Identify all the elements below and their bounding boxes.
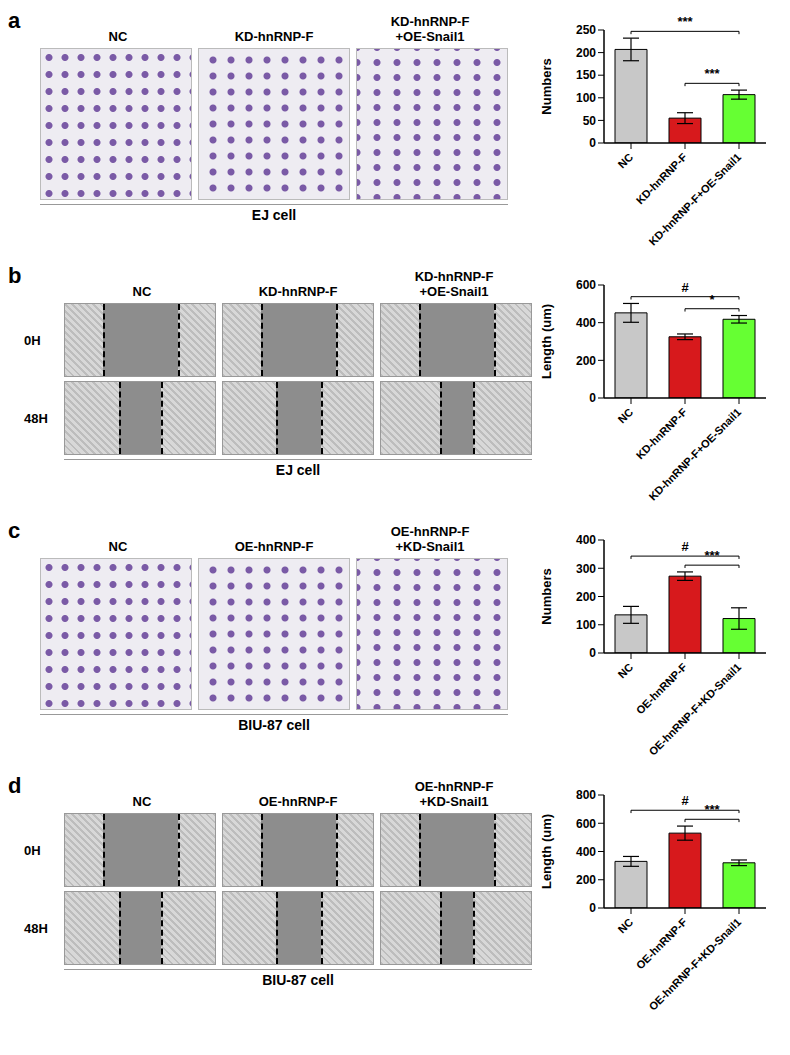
svg-text:#: #: [681, 280, 689, 295]
svg-text:200: 200: [576, 354, 596, 368]
svg-text:#: #: [681, 539, 689, 554]
html-text:a: a: [8, 8, 21, 33]
html-text:OE-hnRNP-F: OE-hnRNP-F: [234, 539, 314, 554]
svg-text:0: 0: [589, 901, 596, 915]
svg-text:***: ***: [704, 802, 720, 817]
svg-text:250: 250: [576, 23, 596, 37]
html-text:NC: NC: [108, 539, 128, 554]
svg-text:0: 0: [589, 136, 596, 150]
svg-text:OE-hnRNP-F: OE-hnRNP-F: [634, 916, 690, 972]
html-text:OE-hnRNP-F: OE-hnRNP-F: [414, 779, 494, 794]
svg-text:NC: NC: [616, 661, 636, 681]
html-text:OE-hnRNP-F: OE-hnRNP-F: [390, 524, 470, 539]
svg-text:400: 400: [576, 533, 596, 547]
svg-text:200: 200: [576, 873, 596, 887]
svg-text:600: 600: [576, 817, 596, 831]
svg-text:0: 0: [589, 391, 596, 405]
html-text:b: b: [8, 263, 22, 288]
svg-text:400: 400: [576, 845, 596, 859]
svg-text:150: 150: [576, 68, 596, 82]
html-text:48H: 48H: [24, 920, 48, 936]
svg-text:OE-hnRNP-F: OE-hnRNP-F: [634, 661, 690, 717]
html-text:+KD-Snail1: +KD-Snail1: [395, 539, 465, 554]
svg-text:NC: NC: [616, 406, 636, 426]
svg-text:0: 0: [589, 646, 596, 660]
svg-text:KD-hnRNP-F+OE-Snail1: KD-hnRNP-F+OE-Snail1: [646, 406, 743, 503]
svg-text:Length (um): Length (um): [539, 814, 554, 889]
svg-text:50: 50: [583, 114, 597, 128]
svg-text:OE-hnRNP-F+KD-Snail1: OE-hnRNP-F+KD-Snail1: [646, 661, 743, 758]
html-text:EJ cell: EJ cell: [251, 207, 297, 223]
svg-text:300: 300: [576, 562, 596, 576]
html-text:0H: 0H: [24, 842, 41, 858]
html-text:48H: 48H: [24, 410, 48, 426]
html-text:BIU-87 cell: BIU-87 cell: [262, 972, 334, 988]
svg-text:NC: NC: [616, 916, 636, 936]
svg-text:100: 100: [576, 618, 596, 632]
svg-text:***: ***: [677, 14, 693, 29]
html-text:KD-hnRNP-F: KD-hnRNP-F: [390, 14, 470, 29]
svg-text:***: ***: [704, 66, 720, 81]
svg-text:KD-hnRNP-F: KD-hnRNP-F: [634, 406, 690, 462]
html-text:0H: 0H: [24, 332, 41, 348]
svg-text:400: 400: [576, 316, 596, 330]
svg-text:***: ***: [704, 548, 720, 563]
svg-text:200: 200: [576, 46, 596, 60]
html-text:EJ cell: EJ cell: [275, 462, 321, 478]
html-text:NC: NC: [132, 284, 152, 299]
svg-text:200: 200: [576, 590, 596, 604]
svg-text:NC: NC: [616, 151, 636, 171]
svg-text:OE-hnRNP-F+KD-Snail1: OE-hnRNP-F+KD-Snail1: [646, 916, 743, 1013]
html-text:KD-hnRNP-F: KD-hnRNP-F: [414, 269, 494, 284]
svg-text:Length (um): Length (um): [539, 304, 554, 379]
svg-text:800: 800: [576, 788, 596, 802]
svg-text:KD-hnRNP-F: KD-hnRNP-F: [634, 151, 690, 207]
html-text:OE-hnRNP-F: OE-hnRNP-F: [258, 794, 338, 809]
html-text:BIU-87 cell: BIU-87 cell: [238, 717, 310, 733]
svg-text:100: 100: [576, 91, 596, 105]
svg-text:Numbers: Numbers: [539, 58, 554, 114]
svg-text:KD-hnRNP-F+OE-Snail1: KD-hnRNP-F+OE-Snail1: [646, 151, 743, 248]
html-text:NC: NC: [132, 794, 152, 809]
svg-text:Numbers: Numbers: [539, 568, 554, 624]
svg-text:#: #: [681, 793, 689, 808]
html-text:+KD-Snail1: +KD-Snail1: [419, 794, 489, 809]
html-text:+OE-Snail1: +OE-Snail1: [419, 284, 489, 299]
svg-text:*: *: [709, 292, 715, 307]
html-text:KD-hnRNP-F: KD-hnRNP-F: [234, 29, 314, 44]
svg-text:600: 600: [576, 278, 596, 292]
html-text:d: d: [8, 773, 22, 798]
html-text:+OE-Snail1: +OE-Snail1: [395, 29, 465, 44]
html-text:c: c: [8, 518, 21, 543]
html-text:KD-hnRNP-F: KD-hnRNP-F: [258, 284, 338, 299]
html-text:NC: NC: [108, 29, 128, 44]
